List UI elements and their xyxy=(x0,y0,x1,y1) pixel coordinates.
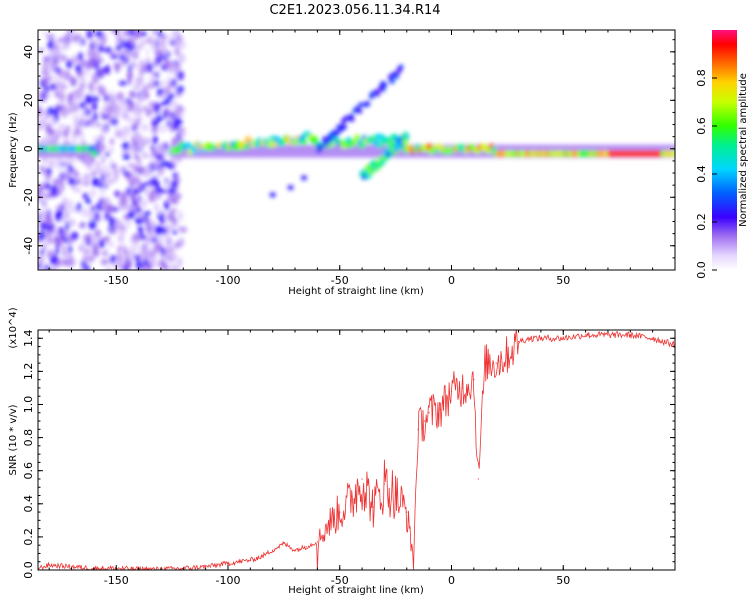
snr-point xyxy=(417,428,419,430)
snr-point xyxy=(316,541,318,543)
colorbar-label: Normalized spectral amplitude xyxy=(738,73,749,227)
snr-point xyxy=(249,559,251,561)
snr-points xyxy=(38,334,675,570)
x-tick-label: -100 xyxy=(215,274,240,287)
x-tick-label: -50 xyxy=(331,274,349,287)
y-tick-label: 0.4 xyxy=(22,495,35,513)
x-tick-label: 0 xyxy=(448,574,455,587)
colorbar-tick-label: 0.0 xyxy=(695,261,708,279)
x-tick-label: -100 xyxy=(215,574,240,587)
y-tick-label: 0.6 xyxy=(22,462,35,480)
y-tick-label: 0 xyxy=(22,145,35,152)
colorbar-gradient xyxy=(712,30,737,270)
snr-point xyxy=(238,561,240,563)
feature-lower-branch xyxy=(269,131,410,198)
y-tick-label: 1.2 xyxy=(22,363,35,381)
snr-point xyxy=(339,511,341,513)
x-tick-label: -150 xyxy=(104,574,129,587)
snr-y-multiplier: (x10^4) xyxy=(8,307,19,348)
y-tick-label: 20 xyxy=(22,93,35,107)
snr-point xyxy=(350,499,352,502)
snr-point xyxy=(462,387,464,389)
y-tick-label: 0.8 xyxy=(22,429,35,447)
snr-point xyxy=(272,549,274,551)
feature-main-carrier xyxy=(38,131,675,159)
snr-point xyxy=(361,478,363,480)
snr-point xyxy=(70,566,73,568)
snr-background xyxy=(38,330,675,570)
snr-point xyxy=(227,562,229,564)
snr-point xyxy=(584,334,587,336)
colorbar-ticks: 0.0 0.2 0.4 0.6 0.8 xyxy=(695,69,717,279)
snr-point xyxy=(484,362,486,364)
snr-point xyxy=(506,354,508,356)
spectrogram-blobs xyxy=(38,30,675,270)
snr-point xyxy=(395,494,397,497)
snr-point xyxy=(450,390,453,392)
x-tick-label: 0 xyxy=(448,274,455,287)
snr-frame xyxy=(37,329,676,571)
figure-title: C2E1.2023.056.11.34.R14 xyxy=(269,3,440,18)
snr-point xyxy=(652,337,654,339)
y-tick-label: -40 xyxy=(22,237,35,255)
snr-point xyxy=(205,566,207,568)
spectrogram-panel: -150 -100 -50 0 50 -40 -20 0 20 40 Height of stra… xyxy=(8,29,676,297)
snr-point xyxy=(529,337,531,339)
feature-upper-branch xyxy=(315,64,404,154)
colorbar-tick-label: 0.4 xyxy=(695,165,708,183)
snr-point xyxy=(305,546,307,548)
snr-y-axis-label: SNR (10 * v/v) xyxy=(8,404,19,475)
snr-point xyxy=(48,564,50,566)
colorbar-tick-label: 0.2 xyxy=(695,213,708,231)
snr-ticks: -150 -100 -50 0 50 0.0 0.2 0.4 0.6 0.8 1.0 1.2 1.4 xyxy=(22,330,676,587)
spectrogram-ticks: -150 -100 -50 0 50 -40 -20 0 20 40 xyxy=(22,30,676,287)
x-tick-label: -50 xyxy=(331,574,349,587)
snr-point xyxy=(327,523,330,525)
snr-point xyxy=(477,478,479,480)
snr-point xyxy=(607,334,609,336)
snr-point xyxy=(260,556,263,558)
snr-point xyxy=(562,337,564,339)
snr-point xyxy=(428,412,430,414)
snr-point xyxy=(406,511,408,513)
snr-point xyxy=(629,334,631,336)
y-tick-label: 0.0 xyxy=(22,561,35,579)
snr-point xyxy=(495,362,497,364)
snr-x-axis-label: Height of straight line (km) xyxy=(288,585,424,596)
x-tick-label: -150 xyxy=(104,274,129,287)
snr-point xyxy=(412,561,415,563)
snr-point xyxy=(383,483,386,485)
snr-point xyxy=(372,506,374,508)
x-tick-label: 50 xyxy=(556,574,570,587)
spectrogram-heatmap xyxy=(38,30,675,270)
y-tick-label: -20 xyxy=(22,188,35,206)
colorbar-tick-label: 0.6 xyxy=(695,117,708,135)
colorbar: 0.0 0.2 0.4 0.6 0.8 Normalized spectral ampl… xyxy=(695,30,749,279)
y-tick-label: 1.0 xyxy=(22,396,35,414)
spectrogram-x-axis-label: Height of straight line (km) xyxy=(288,286,424,297)
snr-point xyxy=(517,340,520,343)
snr-point xyxy=(439,408,441,411)
y-tick-label: 0.2 xyxy=(22,528,35,546)
y-tick-label: 40 xyxy=(22,45,35,59)
spectrogram-y-axis-label: Frequency (Hz) xyxy=(8,112,19,188)
snr-panel: -150 -100 -50 0 50 0.0 0.2 0.4 0.6 0.8 1.0 1.2 1.4 H… xyxy=(8,307,676,596)
colorbar-tick-label: 0.8 xyxy=(695,69,708,87)
snr-point xyxy=(283,542,285,545)
spectrogram-frame xyxy=(37,29,676,271)
snr-point xyxy=(540,337,542,339)
snr-point xyxy=(294,549,296,551)
x-tick-label: 50 xyxy=(556,274,570,287)
snr-point xyxy=(424,420,426,422)
y-tick-label: 1.4 xyxy=(22,330,35,348)
snr-point xyxy=(473,379,475,381)
